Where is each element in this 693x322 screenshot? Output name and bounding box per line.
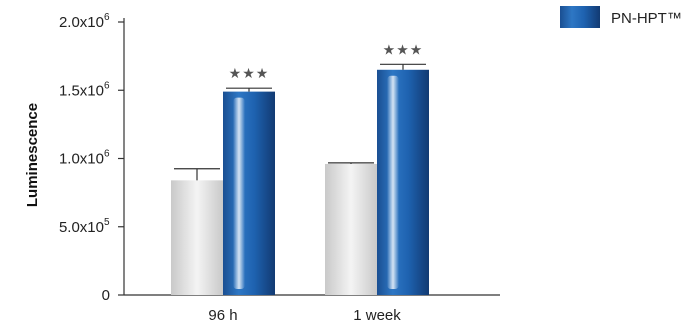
y-tick-exponent: 6	[104, 149, 110, 160]
bar	[223, 91, 275, 296]
y-tick-exponent: 6	[104, 12, 110, 23]
legend-swatch	[560, 6, 600, 28]
bars: 96 h ★★★ 1 week ★★★	[171, 42, 429, 322]
x-tick-label: 96 h	[208, 307, 237, 322]
legend: PN-HPT™	[560, 6, 682, 28]
significance-stars: ★★★	[383, 42, 424, 58]
legend-label: PN-HPT™	[611, 10, 682, 27]
bar-highlight	[387, 75, 399, 290]
y-tick-label: 0	[102, 287, 110, 304]
bar	[325, 163, 377, 295]
y-tick-label: 5.0x10	[59, 219, 104, 236]
y-tick-label: 1.5x10	[59, 82, 104, 99]
x-tick-label: 1 week	[353, 307, 401, 322]
bar	[171, 180, 223, 295]
y-tick-exponent: 5	[104, 217, 110, 228]
y-tick-label: 1.0x10	[59, 151, 104, 168]
bar	[377, 69, 429, 296]
axes: 05.0x10 51.0x10 61.5x10 62.0x10 6	[59, 12, 500, 304]
significance-stars: ★★★	[229, 66, 270, 82]
bar-highlight	[233, 97, 245, 290]
y-tick-label: 2.0x10	[59, 14, 104, 31]
y-tick-exponent: 6	[104, 80, 110, 91]
y-axis-label: Luminescence	[24, 103, 41, 207]
